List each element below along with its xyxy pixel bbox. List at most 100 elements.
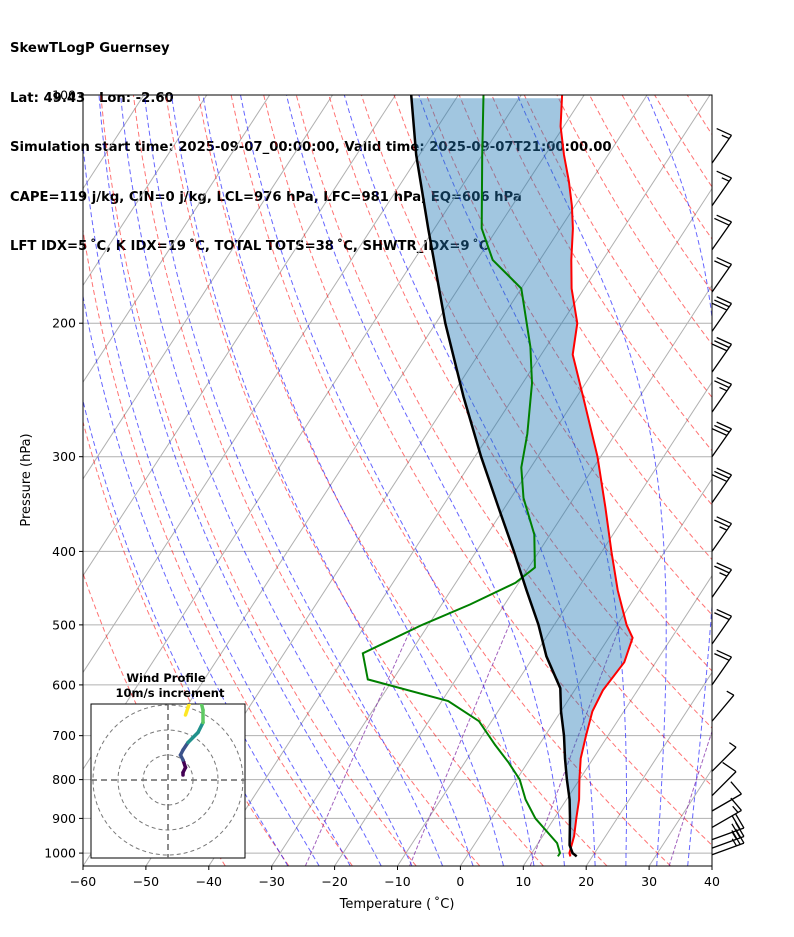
isotherm-line <box>83 95 271 384</box>
barb-half-flag <box>731 831 737 840</box>
barb-staff <box>711 221 733 251</box>
y-tick-label: 300 <box>52 449 76 464</box>
x-tick-label: 0 <box>456 874 464 889</box>
dry-adiabat <box>686 95 712 136</box>
barb-flag <box>730 781 742 795</box>
barb-flag <box>716 516 732 525</box>
y-tick-label: 400 <box>52 544 76 559</box>
moist-adiabat <box>83 139 351 866</box>
y-tick-label: 700 <box>52 728 76 743</box>
barb-flag <box>716 127 732 136</box>
isotherm-line <box>459 478 712 866</box>
dry-adiabat <box>100 95 417 866</box>
barb-half-flag <box>721 134 730 140</box>
barb-flag <box>716 649 732 658</box>
wind-barb <box>711 742 737 772</box>
barb-flag <box>714 565 730 574</box>
barb-flag <box>714 340 730 349</box>
x-tick-label: −40 <box>196 874 222 889</box>
y-tick-label: 600 <box>52 677 76 692</box>
barb-staff <box>711 134 733 164</box>
moist-adiabat <box>286 95 565 866</box>
barb-staff <box>711 827 745 841</box>
barb-flag <box>714 217 730 226</box>
barb-staff <box>711 694 735 722</box>
barb-flag <box>716 562 732 571</box>
hodograph-trace-segment <box>186 730 200 745</box>
wind-barb <box>711 256 733 293</box>
wind-barb <box>711 467 733 504</box>
moist-adiabat <box>171 95 474 866</box>
barb-staff <box>711 842 745 856</box>
hodograph-subtitle: 10m/s increment <box>116 686 225 700</box>
wind-barb <box>711 781 742 812</box>
mixing-ratio-line <box>668 729 712 866</box>
mixing-ratio-line <box>304 624 414 866</box>
barb-half-flag <box>726 690 735 696</box>
barb-flag <box>716 421 732 430</box>
barb-half-flag <box>719 526 728 531</box>
isotherm-line <box>0 95 18 866</box>
barb-flag <box>714 424 730 433</box>
wind-barb <box>711 608 733 645</box>
x-tick-label: −20 <box>321 874 347 889</box>
barb-half-flag <box>728 742 737 748</box>
wind-barb <box>711 214 733 251</box>
barb-staff <box>711 474 733 504</box>
barb-flag <box>714 612 730 621</box>
dry-adiabat <box>393 95 712 616</box>
wind-barb <box>711 170 733 207</box>
y-tick-label: 500 <box>52 617 76 632</box>
barb-half-flag <box>719 386 728 392</box>
title-line-times: Simulation start time: 2025-09-07_00:00:… <box>10 140 612 155</box>
isotherm-line <box>0 95 81 866</box>
dry-adiabat <box>752 95 794 866</box>
wind-barb <box>711 421 733 458</box>
isotherm-line <box>208 95 711 866</box>
isotherm-line <box>397 381 712 866</box>
title-line-location: Lat: 49.43 Lon: -2.60 <box>10 90 174 106</box>
barb-flag <box>711 343 728 352</box>
moist-adiabat <box>202 95 504 866</box>
barb-staff <box>711 428 733 458</box>
dry-adiabat <box>83 571 226 866</box>
dry-adiabat <box>360 95 712 672</box>
wind-barb <box>711 516 733 552</box>
barb-flag <box>714 519 730 528</box>
y-tick-label: 900 <box>52 811 76 826</box>
dry-adiabat <box>230 95 671 866</box>
barb-flag <box>722 761 737 773</box>
barb-half-flag <box>721 177 730 182</box>
barb-staff <box>711 177 733 207</box>
x-tick-label: 10 <box>515 874 531 889</box>
dry-adiabat <box>328 95 712 729</box>
barb-flag <box>716 467 732 476</box>
mixing-ratio-line <box>409 624 510 866</box>
wind-barb <box>711 690 735 722</box>
barb-half-flag <box>732 805 739 813</box>
barb-flag <box>716 608 732 617</box>
wind-barb <box>711 296 733 332</box>
barb-staff <box>711 523 733 552</box>
y-axis: 1000 900 800 700 600 500 400 300 200 100 <box>44 88 83 861</box>
dry-adiabat <box>589 95 712 293</box>
barb-flag <box>716 336 732 345</box>
barb-staff <box>711 809 742 828</box>
x-axis: −60 −50 −40 −30 −20 −10 0 10 20 30 40 <box>70 866 720 889</box>
chart-title: SkewTLogP Guernsey Lat: 49.43 Lon: -2.60… <box>10 8 612 272</box>
moist-adiabat <box>719 95 791 866</box>
wind-barb <box>711 562 733 598</box>
barb-staff <box>711 746 737 772</box>
dry-adiabat <box>785 95 794 866</box>
barb-flag <box>711 474 728 483</box>
temperature-profile <box>559 95 634 857</box>
dry-adiabat <box>263 95 712 846</box>
y-tick-label: 100 <box>52 88 76 103</box>
isotherm-line <box>83 95 396 577</box>
hodograph-trace-segment <box>183 705 190 717</box>
barb-flag <box>731 815 741 830</box>
hodograph-inset: Wind Profile 10m/s increment <box>90 671 246 859</box>
y-tick-label: 1000 <box>44 846 76 861</box>
x-axis-label: Temperature ( ˚C) <box>339 896 455 912</box>
